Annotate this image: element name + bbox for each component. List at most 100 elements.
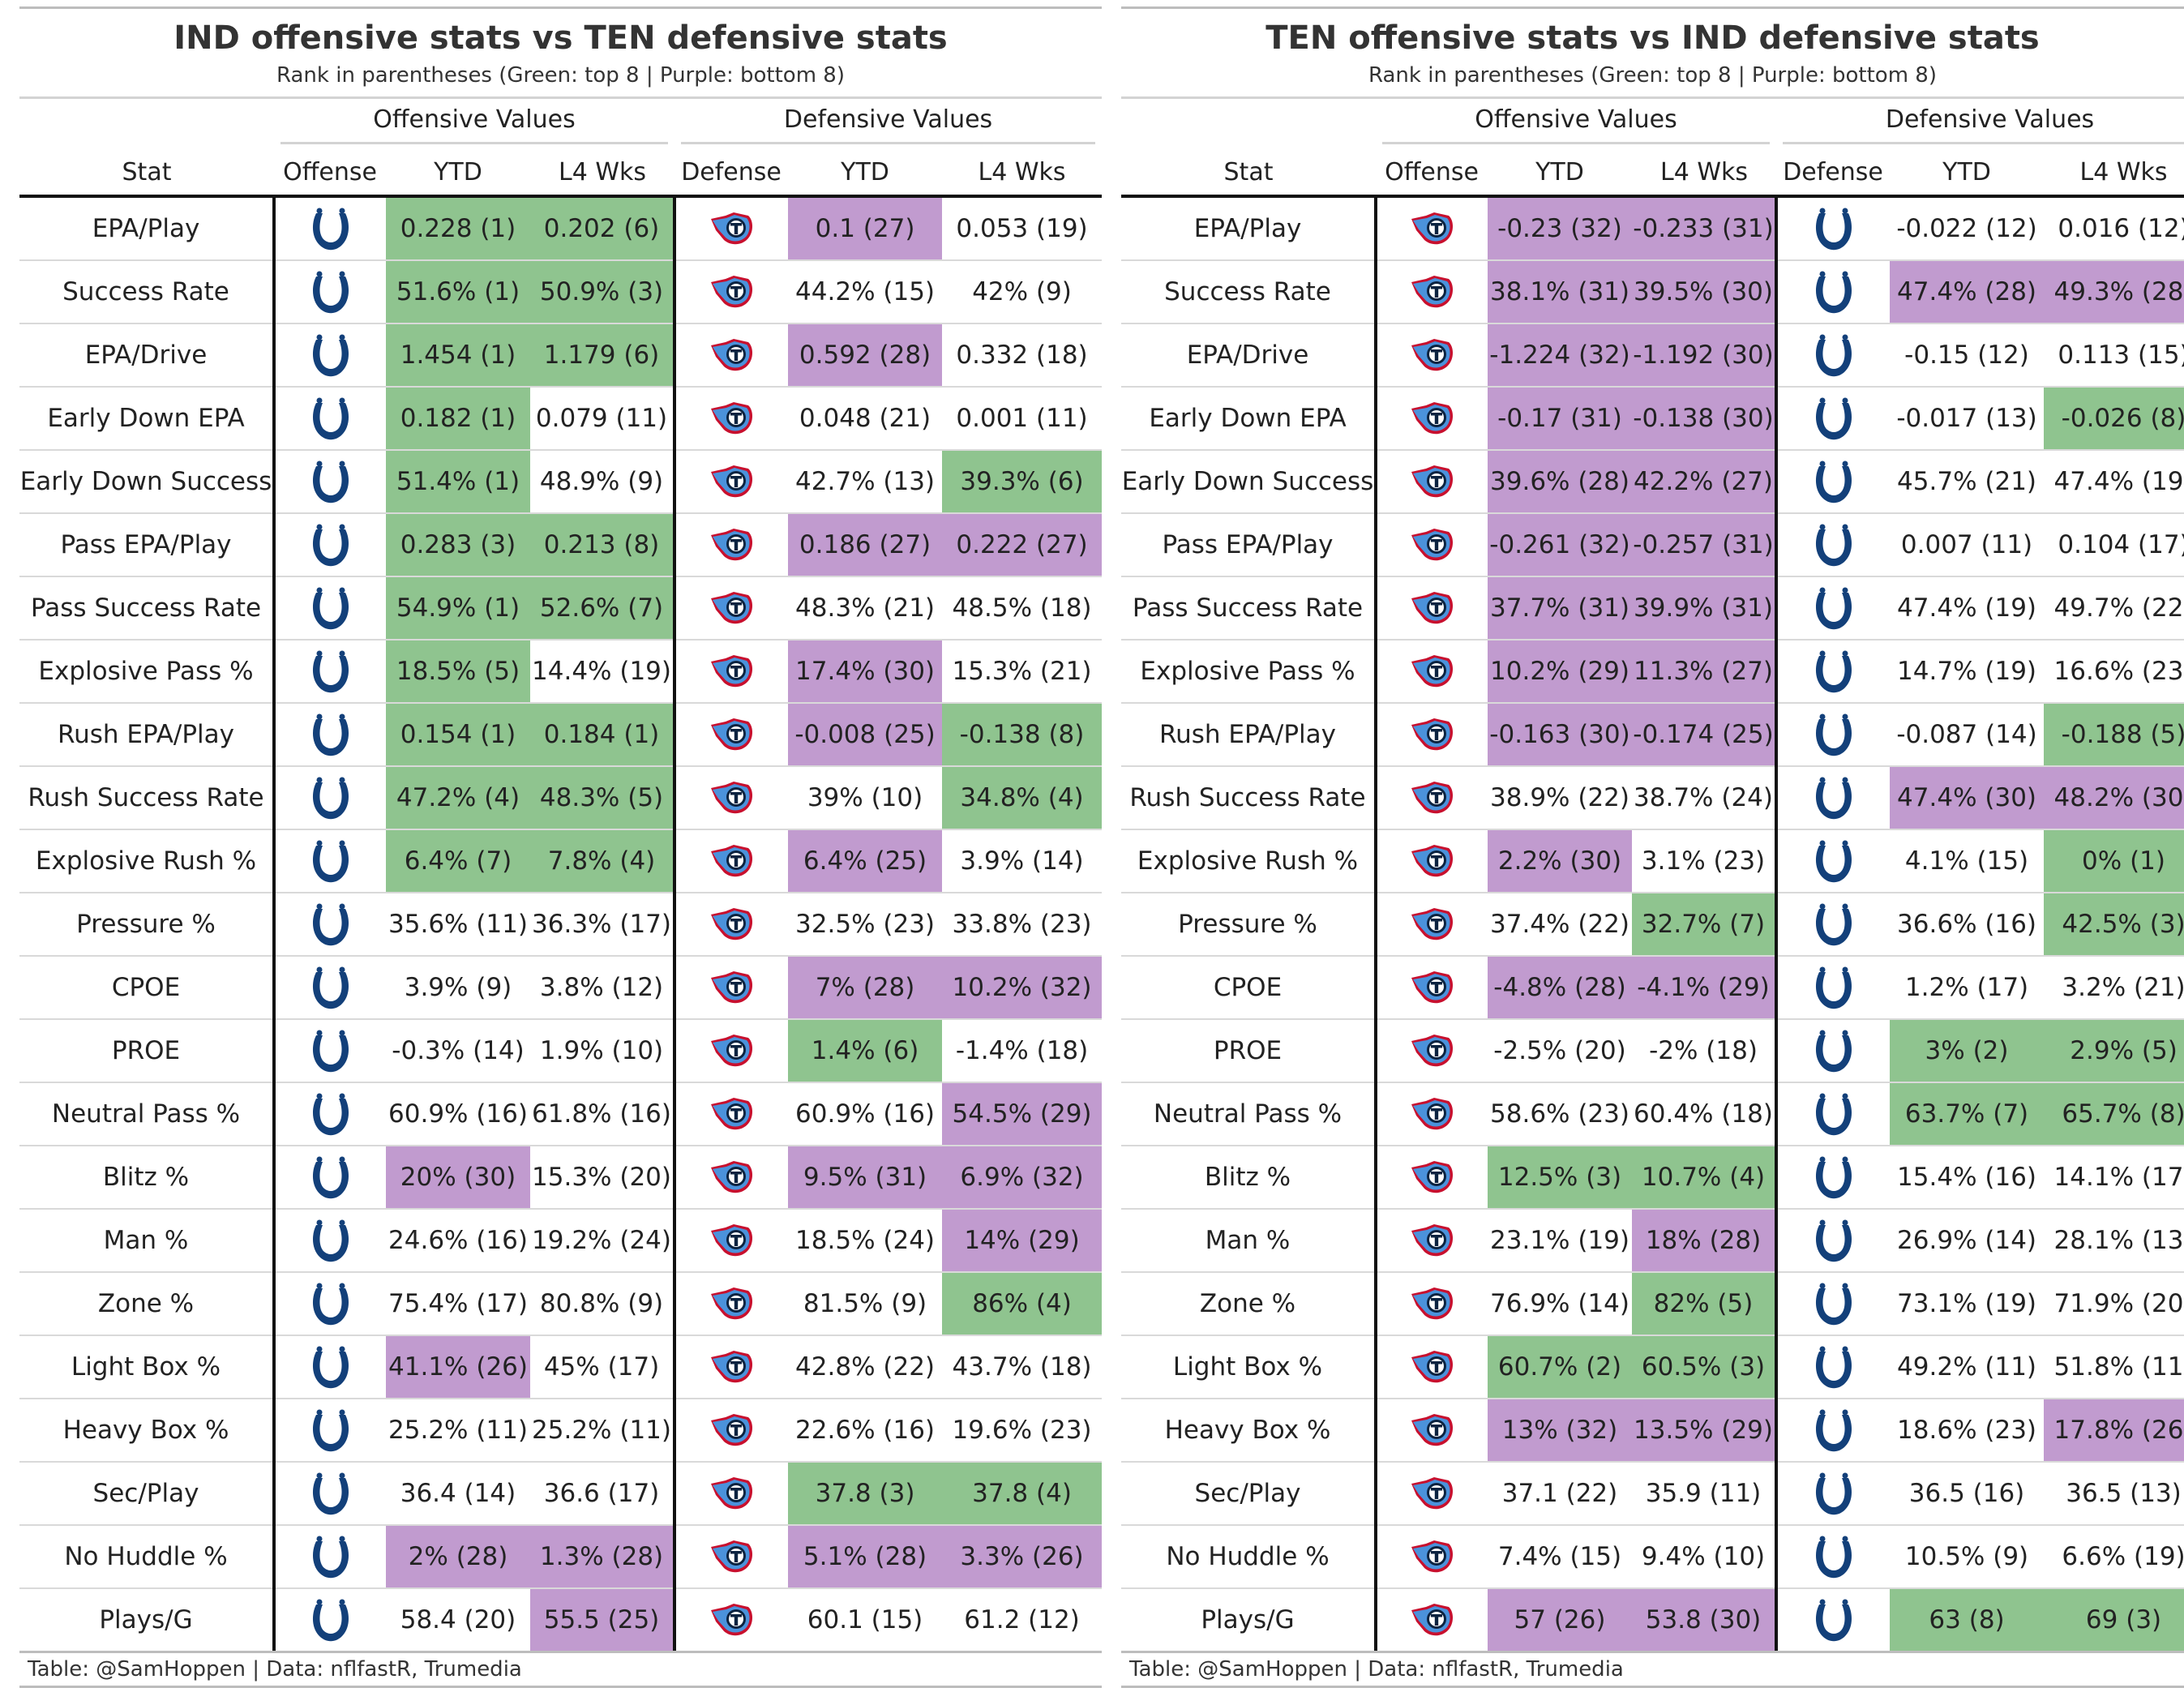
off-l4-value: 0.202 (6) [530, 196, 675, 260]
def-ytd-value: 0.048 (21) [788, 386, 943, 450]
off-ytd-value: -2.5% (20) [1488, 1018, 1632, 1082]
def-ytd-value: 1.4% (6) [788, 1018, 943, 1082]
horseshoe-icon [312, 208, 349, 251]
def-ytd-value: 1.2% (17) [1890, 955, 2045, 1019]
titans-icon [1411, 782, 1454, 814]
off-l4-value: 60.5% (3) [1632, 1335, 1777, 1399]
table-row: Pass EPA/Play -0.261 (32) -0.257 (31) 0.007… [1121, 512, 2184, 576]
def-ytd-value: 4.1% (15) [1890, 829, 2045, 893]
off-l4-value: 50.9% (3) [530, 259, 675, 323]
stat-name: Blitz % [1121, 1145, 1376, 1209]
def-l4-value: 86% (4) [942, 1271, 1103, 1335]
defense-logo [673, 1208, 789, 1272]
off-ytd-value: 6.4% (7) [386, 829, 530, 893]
def-l4-value: 36.5 (13) [2044, 1461, 2184, 1525]
defense-logo [673, 1271, 789, 1335]
defense-logo [673, 1398, 789, 1462]
off-l4-value: 19.2% (24) [530, 1208, 675, 1272]
offense-logo [272, 512, 386, 576]
titans-icon [1411, 465, 1454, 498]
off-l4-value: 1.3% (28) [530, 1524, 675, 1588]
offense-logo [1374, 1461, 1488, 1525]
offensive-values-spanner: Offensive Values [274, 99, 674, 149]
titans-icon [711, 1351, 753, 1383]
stat-name: Zone % [19, 1271, 274, 1335]
horseshoe-icon [312, 840, 349, 883]
table-row: Blitz % 20% (30) 15.3% (20) 9.5% (31) 6.9% (… [19, 1145, 1103, 1209]
defense-logo [1775, 1145, 1891, 1209]
table-row: Sec/Play 36.4 (14) 36.6 (17) 37.8 (3) 37.8 (… [19, 1461, 1103, 1525]
off-l4-value: 13.5% (29) [1632, 1398, 1777, 1462]
titans-icon [711, 1477, 753, 1510]
stat-name: No Huddle % [1121, 1524, 1376, 1588]
titans-icon [1411, 718, 1454, 751]
off-l4-value: 10.7% (4) [1632, 1145, 1777, 1209]
titans-icon [1411, 1604, 1454, 1636]
titans-icon [711, 782, 753, 814]
spanner-empty [1121, 99, 1376, 149]
stat-name: Plays/G [19, 1587, 274, 1651]
horseshoe-icon [1816, 1409, 1852, 1452]
def-ytd-value: 44.2% (15) [788, 259, 943, 323]
horseshoe-icon [1816, 840, 1852, 883]
table-footer: Table: @SamHoppen | Data: nflfastR, Trum… [19, 1651, 1102, 1686]
col-def-ytd: YTD [1890, 149, 2045, 198]
table-row: EPA/Play 0.228 (1) 0.202 (6) 0.1 (27) 0.053 … [19, 196, 1102, 260]
def-l4-value: 48.2% (30) [2044, 765, 2184, 829]
titans-icon [1411, 339, 1454, 371]
horseshoe-icon [312, 397, 349, 440]
stat-name: EPA/Play [1193, 214, 1302, 243]
def-ytd-value: 0.1 (27) [788, 196, 943, 260]
off-ytd-value: 38.1% (31) [1488, 259, 1632, 323]
def-l4-value: 3.9% (14) [942, 829, 1103, 893]
defense-logo [1775, 1398, 1891, 1462]
col-off-l4: L4 Wks [530, 149, 675, 198]
table-row: CPOE -4.8% (28) -4.1% (29) 1.2% (17) 3.2% (2… [1121, 955, 2184, 1019]
offense-logo [272, 323, 386, 387]
table-row: Man % 24.6% (16) 19.2% (24) 18.5% (24) 14% (… [19, 1208, 1103, 1272]
off-l4-value: -1.192 (30) [1632, 323, 1777, 387]
offense-logo [272, 1082, 386, 1146]
off-ytd-value: 13% (32) [1488, 1398, 1632, 1462]
offense-logo [1374, 1082, 1488, 1146]
off-ytd-value: 37.4% (22) [1488, 892, 1632, 956]
offense-logo [1374, 259, 1488, 323]
horseshoe-icon [312, 1346, 349, 1389]
def-l4-value: -0.026 (8) [2044, 386, 2184, 450]
horseshoe-icon [312, 1030, 349, 1073]
def-ytd-value: 0.186 (27) [788, 512, 943, 576]
stat-name: Pressure % [19, 892, 274, 956]
table-row: Rush Success Rate 47.2% (4) 48.3% (5) 39% (… [19, 765, 1103, 829]
def-ytd-value: 7% (28) [788, 955, 943, 1019]
titans-icon [711, 592, 753, 624]
table-title: IND offensive stats vs TEN defensive sta… [173, 19, 948, 57]
offense-logo [272, 702, 386, 766]
titans-icon [1411, 1161, 1454, 1193]
off-ytd-value: 54.9% (1) [386, 576, 530, 640]
table-body: EPA/Play 0.228 (1) 0.202 (6) 0.1 (27) 0.053 … [19, 196, 1103, 1651]
def-l4-value: 51.8% (11) [2044, 1335, 2184, 1399]
defense-logo [1775, 196, 1891, 260]
offense-logo [272, 576, 386, 640]
horseshoe-icon [1816, 903, 1852, 946]
table-row: Plays/G 57 (26) 53.8 (30) 63 (8) 69 (3) [1121, 1587, 2184, 1651]
offense-logo [1374, 1524, 1488, 1588]
offense-logo [1374, 639, 1488, 703]
table-row: Neutral Pass % 58.6% (23) 60.4% (18) 63.7% … [1121, 1082, 2184, 1146]
off-ytd-value: 7.4% (15) [1488, 1524, 1632, 1588]
stat-name: No Huddle % [19, 1524, 274, 1588]
defense-logo [673, 1587, 789, 1651]
horseshoe-icon [312, 1472, 349, 1515]
stat-name: Success Rate [1121, 259, 1376, 323]
defense-logo [1775, 323, 1891, 387]
stat-name: Man % [19, 1208, 274, 1272]
horseshoe-icon [312, 650, 349, 693]
off-ytd-value: 75.4% (17) [386, 1271, 530, 1335]
off-ytd-value: 18.5% (5) [386, 639, 530, 703]
def-ytd-value: 3% (2) [1890, 1018, 2045, 1082]
stat-name: CPOE [1121, 955, 1376, 1019]
off-l4-value: -0.138 (30) [1632, 386, 1777, 450]
def-l4-value: 0.222 (27) [942, 512, 1103, 576]
defensive-values-spanner: Defensive Values [1776, 99, 2184, 149]
def-ytd-value: 37.8 (3) [788, 1461, 943, 1525]
